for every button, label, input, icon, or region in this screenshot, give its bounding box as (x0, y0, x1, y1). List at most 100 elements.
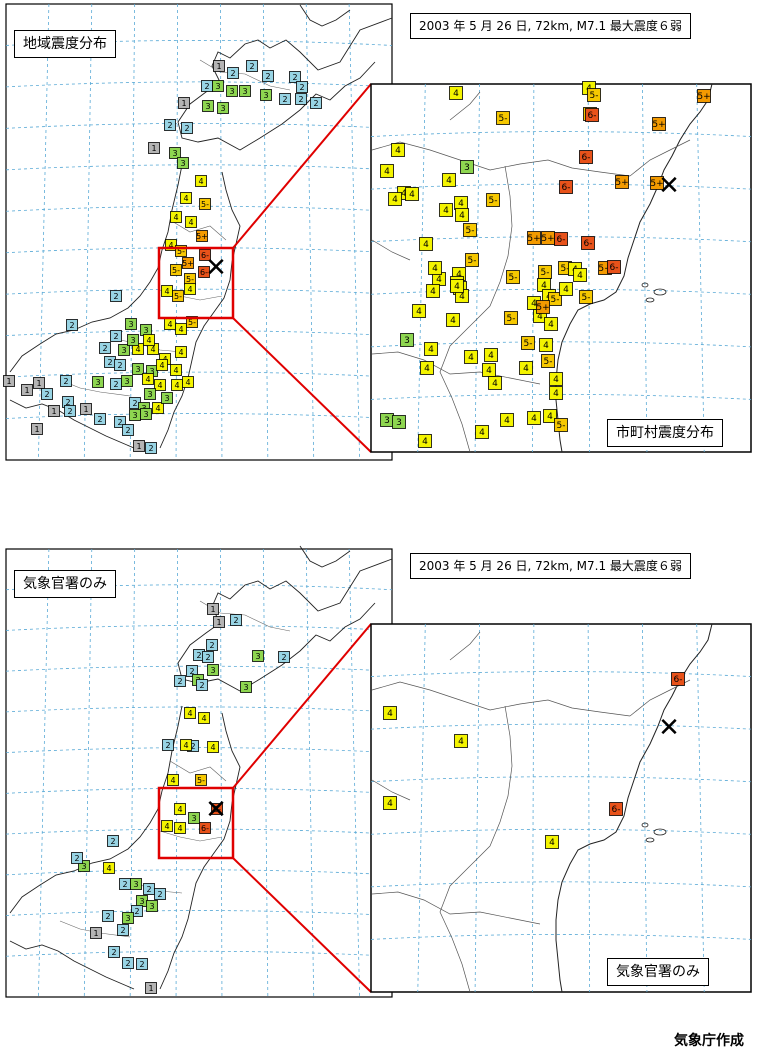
intensity-mark-box (545, 835, 559, 849)
intensity-mark-label: 2 (120, 926, 125, 935)
intensity-mark-label: 5+ (650, 179, 663, 189)
intensity-mark-label: 6- (557, 235, 566, 245)
intensity-mark-box (465, 253, 479, 267)
intensity-mark-label: 4 (210, 743, 215, 752)
coastline-path (159, 171, 241, 449)
intensity-mark: 5+ (196, 230, 208, 242)
left-map-grid (5, 3, 393, 461)
intensity-mark: 4 (164, 318, 176, 330)
intensity-mark-box (488, 376, 502, 390)
intensity-mark: 1 (90, 927, 102, 939)
intensity-mark: 5- (463, 223, 477, 237)
intensity-mark-box (118, 344, 130, 356)
grid-line (5, 330, 393, 337)
map-title: 気象官署のみ (14, 570, 116, 598)
intensity-mark-label: 3 (229, 87, 234, 96)
intensity-mark-box (217, 102, 229, 114)
bottom-panel: 1122223232332244224445-46-446-3232423223… (0, 545, 758, 1015)
intensity-mark-label: 4 (150, 345, 155, 354)
intensity-mark-box (464, 350, 478, 364)
x-mark-icon: ✕ (658, 713, 680, 743)
intensity-mark-box (140, 408, 152, 420)
intensity-mark-box (127, 334, 139, 346)
intensity-mark-label: 4 (424, 364, 430, 374)
intensity-mark-box (289, 71, 301, 83)
intensity-mark-box (182, 257, 194, 269)
grid-line (696, 83, 705, 453)
intensity-mark-label: 2 (117, 418, 122, 427)
intensity-mark-box (262, 70, 274, 82)
intensity-mark-box (449, 86, 463, 100)
intensity-mark: 4 (184, 283, 196, 295)
intensity-mark-label: 2 (63, 377, 68, 386)
intensity-mark-label: 6- (201, 824, 209, 833)
x-mark-icon: ✕ (205, 795, 227, 825)
intensity-mark-box (94, 413, 106, 425)
intensity-mark-box (185, 216, 197, 228)
intensity-mark: 4 (170, 364, 182, 376)
intensity-mark-label: 2 (165, 741, 170, 750)
intensity-mark-box (496, 111, 510, 125)
intensity-mark-box (132, 363, 144, 375)
intensity-mark-label: 3 (95, 378, 100, 387)
grid-line (83, 3, 93, 461)
grid-line (5, 665, 393, 672)
intensity-mark: 2 (162, 739, 174, 751)
intensity-mark-label: 4 (177, 805, 182, 814)
coastline-path (177, 17, 393, 151)
intensity-mark-label: 5- (466, 226, 475, 236)
intensity-mark-box (549, 372, 563, 386)
intensity-mark-label: 2 (67, 407, 72, 416)
intensity-mark-box (383, 796, 397, 810)
intensity-mark-box (114, 359, 126, 371)
intensity-mark-label: 5+ (527, 234, 540, 244)
intensity-mark: 2 (41, 388, 53, 400)
intensity-mark-box (541, 231, 555, 245)
intensity-mark: 2 (202, 651, 214, 663)
intensity-mark: 1 (21, 384, 33, 396)
intensity-mark-label: 4 (401, 189, 407, 199)
intensity-mark: 6- (607, 260, 621, 274)
intensity-mark: 2 (110, 290, 122, 302)
intensity-mark-label: 3 (220, 104, 225, 113)
x-mark-icon: ✕ (205, 253, 227, 283)
intensity-mark: 3 (132, 363, 144, 375)
intensity-mark: 6- (585, 108, 599, 122)
intensity-mark-box (405, 187, 419, 201)
intensity-mark-box (92, 376, 104, 388)
intensity-mark-box (581, 236, 595, 250)
intensity-mark: 6- (579, 150, 593, 164)
intensity-mark-label: 3 (133, 880, 138, 889)
intensity-mark-label: 4 (146, 336, 151, 345)
intensity-mark-label: 3 (143, 410, 148, 419)
intensity-mark-box (541, 354, 555, 368)
intensity-mark-box (144, 388, 156, 400)
intensity-mark-box (391, 143, 405, 157)
intensity-mark: 3 (130, 878, 142, 890)
intensity-mark-label: 6- (201, 251, 209, 260)
intensity-mark-label: 4 (577, 271, 583, 281)
intensity-mark: 4 (175, 323, 187, 335)
intensity-mark: 2 (108, 946, 120, 958)
intensity-mark-box (400, 333, 414, 347)
intensity-mark: 3 (78, 860, 90, 872)
intensity-mark: 5- (504, 311, 518, 325)
intensity-mark-label: 5- (188, 318, 196, 327)
intensity-mark-box (107, 835, 119, 847)
intensity-mark-label: 2 (148, 444, 153, 453)
zoom-region-box (157, 786, 235, 860)
intensity-mark-box (122, 424, 134, 436)
intensity-mark: 2 (102, 910, 114, 922)
intensity-mark-label: 4 (178, 325, 183, 334)
zoom-connector-top (232, 83, 372, 249)
intensity-mark-label: 5+ (615, 178, 628, 188)
intensity-mark-box (206, 639, 218, 651)
grid-line (587, 623, 591, 993)
intensity-mark-box (146, 900, 158, 912)
intensity-mark: 2 (131, 905, 143, 917)
intensity-mark-box (521, 336, 535, 350)
intensity-mark-label: 5- (541, 268, 550, 278)
intensity-mark-box (252, 650, 264, 662)
intensity-mark: 4 (175, 346, 187, 358)
intensity-mark-box (198, 266, 210, 278)
